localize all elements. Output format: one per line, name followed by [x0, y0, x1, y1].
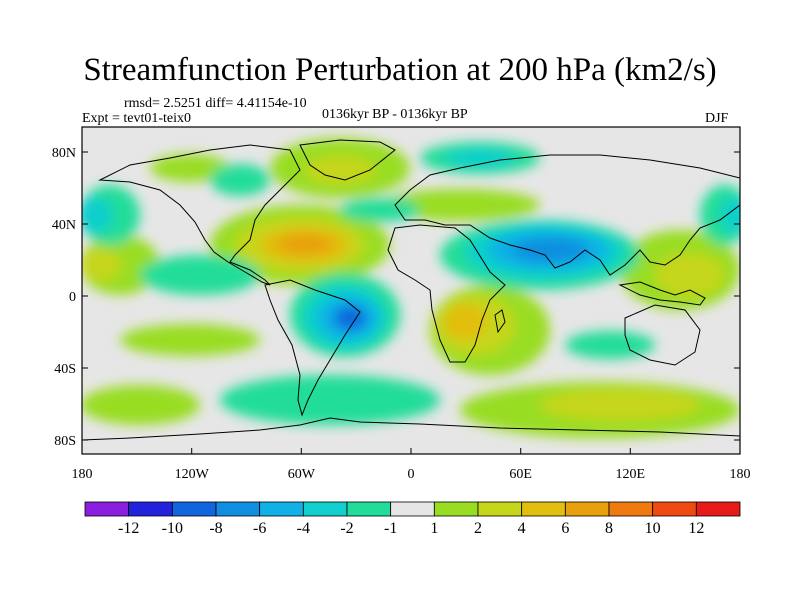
coast-south-america — [264, 279, 361, 417]
colorbar-swatch — [433, 501, 479, 517]
expt-label: Expt = tevt01-teix0 — [82, 111, 191, 126]
colorbar-swatch — [84, 501, 130, 517]
anomaly-pos-greenland-core — [305, 156, 375, 184]
colorbar-swatch — [346, 501, 392, 517]
anomaly-pos-europe — [380, 189, 540, 221]
anomaly-pos-maritime-core — [655, 253, 725, 297]
colorbar-swatch — [390, 501, 435, 517]
colorbar-label: -12 — [118, 520, 139, 537]
lon-label: 120E — [616, 467, 646, 482]
contour-field — [82, 127, 740, 454]
colorbar-label: -2 — [340, 520, 353, 537]
anomaly-pos-nw-america — [150, 154, 230, 182]
coast-australia — [624, 304, 701, 366]
colorbar-label: -1 — [384, 520, 397, 537]
anomaly-neg-arctic-core — [445, 149, 515, 167]
lon-label: 0 — [408, 467, 415, 482]
anomaly-neg-south-america-core — [334, 306, 366, 330]
coast-eurasia — [394, 154, 740, 276]
lon-labels: 180 120W 60W 0 60E 120E 180 — [72, 467, 751, 482]
coast-antarctica — [82, 417, 740, 441]
lon-label: 180 — [730, 467, 751, 482]
colorbar-label: 8 — [605, 520, 613, 537]
lon-label: 180 — [72, 467, 93, 482]
colorbar-swatch — [128, 501, 173, 517]
lat-label: 80N — [52, 146, 76, 161]
lon-label: 60W — [288, 467, 316, 482]
colorbar-swatch — [608, 501, 654, 517]
stats-line: rmsd= 2.5251 diff= 4.41154e-10 — [124, 96, 307, 111]
colorbar-swatch — [521, 501, 566, 517]
colorbar-swatch — [171, 501, 217, 517]
map-title: Streamfunction Perturbation at 200 hPa (… — [83, 52, 717, 88]
colorbar-label: 6 — [561, 520, 569, 537]
anomaly-neg-southern-atlantic — [220, 375, 440, 425]
lat-label: 80S — [54, 434, 76, 449]
coast-maritime — [618, 281, 706, 306]
lat-label: 40S — [54, 362, 76, 377]
colorbar-swatch — [477, 501, 523, 517]
anomaly-pos-atlantic-core — [277, 234, 333, 254]
anomaly-pos-south-pacific — [120, 324, 260, 356]
anomaly-neg-nw-pacific-core — [82, 197, 113, 233]
anomaly-neg-north-atlantic — [340, 198, 420, 222]
colorbar-label: 2 — [474, 520, 482, 537]
anomaly-pos-west-pacific-core — [82, 249, 122, 281]
lon-label: 120W — [175, 467, 210, 482]
period-label: 0136kyr BP - 0136kyr BP — [322, 107, 468, 122]
coast-madagascar — [494, 309, 506, 334]
colorbar-swatch — [215, 501, 261, 517]
lat-labels: 80N 40N 0 40S 80S — [52, 146, 76, 449]
anomaly-neg-indian-ocean — [565, 331, 655, 359]
anomaly-pos-sw-pacific — [82, 385, 200, 425]
colorbar-label: 4 — [518, 520, 526, 537]
colorbar-label: -4 — [297, 520, 310, 537]
coast-africa — [387, 224, 506, 363]
colorbar: -12 -10 -8 -6 -4 -2 -1 1 2 4 6 8 10 12 — [84, 501, 741, 537]
anomaly-pos-southern-ocean-core — [540, 389, 700, 421]
colorbar-label: 1 — [430, 520, 438, 537]
anomaly-neg-ne-pacific-core — [721, 197, 740, 233]
colorbar-swatch — [695, 501, 741, 517]
anomaly-pos-africa-core — [443, 304, 487, 340]
colorbar-label: -8 — [209, 520, 222, 537]
lon-label: 60E — [509, 467, 532, 482]
coast-greenland — [299, 139, 396, 181]
colorbar-label: 10 — [645, 520, 661, 537]
colorbar-swatch — [564, 501, 610, 517]
colorbar-label: 12 — [688, 520, 704, 537]
colorbar-label: -6 — [253, 520, 266, 537]
coast-north-america — [98, 144, 301, 286]
lat-label: 40N — [52, 218, 76, 233]
colorbar-swatch — [302, 501, 348, 517]
anomaly-neg-asia-core — [512, 238, 588, 262]
coastlines — [82, 139, 740, 441]
colorbar-swatch — [259, 501, 304, 517]
colorbar-swatch — [652, 501, 697, 517]
anomaly-neg-canada — [210, 164, 270, 196]
tick-marks — [82, 151, 740, 454]
lat-label: 0 — [69, 290, 76, 305]
anomaly-neg-east-pacific — [140, 255, 260, 295]
colorbar-label: -10 — [162, 520, 183, 537]
season-label: DJF — [705, 111, 729, 126]
